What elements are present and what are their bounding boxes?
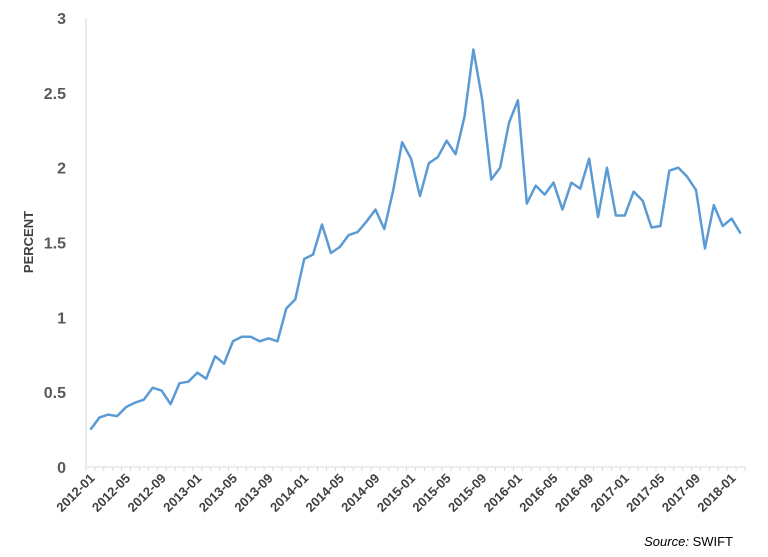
x-tick-label: 2016-01	[481, 471, 525, 515]
x-tick-label: 2013-05	[196, 471, 240, 515]
x-tick-label: 2015-01	[374, 471, 418, 515]
x-tick-label: 2016-05	[516, 471, 560, 515]
y-tick-label: 1.5	[44, 236, 66, 253]
x-tick-label: 2014-09	[338, 471, 382, 515]
y-tick-label: 0	[57, 460, 66, 477]
x-tick-label: 2016-09	[552, 471, 596, 515]
x-tick-label: 2018-01	[694, 471, 738, 515]
x-tick-label: 2017-01	[588, 471, 632, 515]
x-tick-label: 2013-09	[231, 471, 275, 515]
x-tick-label: 2012-09	[124, 471, 168, 515]
source-prefix: Source:	[644, 534, 689, 549]
source-name: SWIFT	[689, 534, 733, 549]
series-line	[89, 48, 742, 431]
y-axis-label: PERCENT	[21, 211, 36, 273]
y-tick-label: 3	[57, 11, 66, 28]
y-tick-label: 2	[57, 161, 66, 178]
y-tick-label: 1	[57, 310, 66, 327]
y-axis-ticks: 0 0.5 1 1.5 2 2.5 3	[44, 11, 66, 477]
x-tick-label: 2015-05	[409, 471, 453, 515]
x-tick-label: 2017-09	[659, 471, 703, 515]
x-tick-label: 2017-05	[623, 471, 667, 515]
x-tick-label: 2013-01	[160, 471, 204, 515]
x-tick-label: 2014-01	[267, 471, 311, 515]
x-axis-ticks: 2012-012012-052012-092013-012013-052013-…	[53, 467, 746, 515]
source-note: Source: SWIFT	[644, 534, 733, 549]
x-tick-label: 2014-05	[303, 471, 347, 515]
y-tick-label: 0.5	[44, 385, 66, 402]
x-tick-label: 2012-01	[53, 471, 97, 515]
x-tick-label: 2012-05	[89, 471, 133, 515]
y-tick-label: 2.5	[44, 86, 66, 103]
x-tick-label: 2015-09	[445, 471, 489, 515]
